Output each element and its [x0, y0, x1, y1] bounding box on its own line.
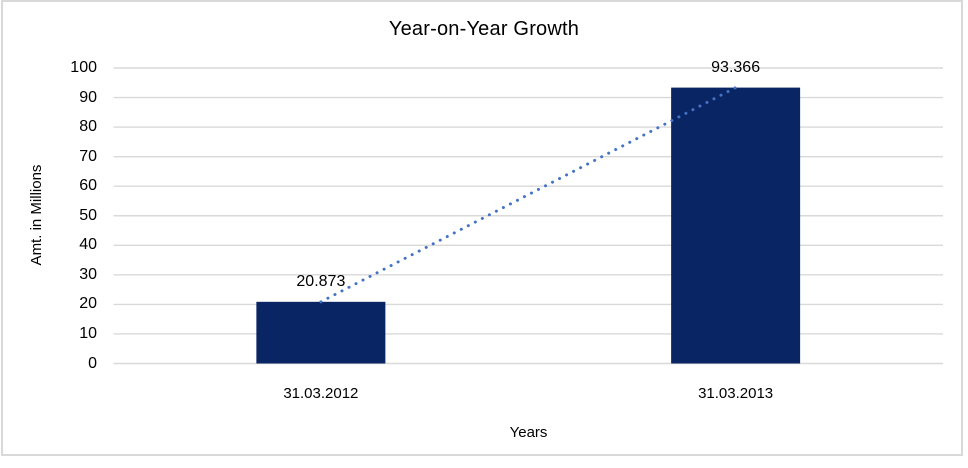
bar — [671, 87, 801, 364]
y-axis-title: Amt. in Millions — [28, 164, 45, 266]
y-tick-label: 50 — [79, 206, 97, 224]
y-tick-label: 10 — [79, 324, 97, 342]
bar-data-label: 93.366 — [711, 58, 761, 76]
y-tick-label: 100 — [70, 59, 97, 76]
y-tick-label: 80 — [79, 118, 97, 136]
x-category-label: 31.03.2012 — [283, 385, 359, 402]
bar — [256, 301, 386, 364]
y-tick-label: 60 — [79, 177, 97, 195]
bar-data-label: 20.873 — [296, 272, 346, 290]
y-tick-label: 20 — [79, 295, 97, 313]
y-tick-label: 90 — [79, 88, 97, 106]
x-category-label: 31.03.2013 — [698, 385, 774, 402]
y-tick-label: 30 — [79, 265, 97, 283]
y-tick-label: 40 — [79, 236, 97, 254]
trendline — [319, 86, 738, 304]
y-tick-label: 0 — [88, 354, 97, 372]
x-axis-title: Years — [509, 424, 548, 441]
chart-frame — [1, 0, 963, 456]
chart-title: Year-on-Year Growth — [388, 18, 580, 40]
y-tick-label: 70 — [79, 147, 97, 165]
